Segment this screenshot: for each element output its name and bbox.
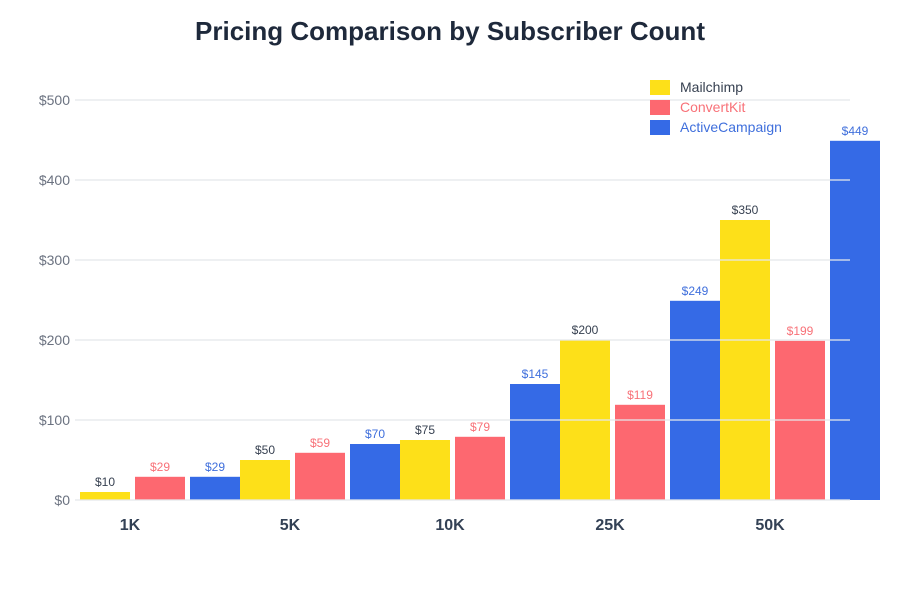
value-labels: $10 $29 $29 $50 $59 $70 $75 $79 $145 $200 $119 $249… — [95, 124, 869, 489]
bars — [80, 140, 880, 501]
legend-item-convertkit[interactable]: ConvertKit — [650, 99, 745, 115]
bar-mailchimp-50k[interactable] — [720, 220, 770, 500]
legend-swatch — [650, 120, 670, 135]
y-tick-label: $100 — [39, 412, 70, 428]
x-tick-label-10k: 10K — [435, 517, 465, 534]
x-tick-label-50k: 50K — [755, 517, 785, 534]
x-tick-label-25k: 25K — [595, 517, 625, 534]
y-tick-label: $0 — [54, 492, 70, 508]
legend-item-activecampaign[interactable]: ActiveCampaign — [650, 119, 782, 135]
value-label-activecampaign-50k: $449 — [842, 124, 869, 138]
value-label-activecampaign-1k: $29 — [205, 460, 225, 474]
legend[interactable]: Mailchimp ConvertKit ActiveCampaign — [650, 79, 782, 135]
bar-activecampaign-1k[interactable] — [190, 476, 240, 500]
value-label-mailchimp-5k: $50 — [255, 443, 275, 457]
value-label-mailchimp-50k: $350 — [732, 203, 759, 217]
y-axis: $0 $100 $200 $300 $400 $500 — [39, 92, 70, 508]
value-label-mailchimp-10k: $75 — [415, 423, 435, 437]
y-tick-label: $400 — [39, 172, 70, 188]
value-label-activecampaign-5k: $70 — [365, 427, 385, 441]
x-axis: 1K 5K 10K 25K 50K — [120, 517, 785, 534]
gridlines — [75, 99, 850, 501]
x-tick-label-1k: 1K — [120, 517, 141, 534]
bar-activecampaign-10k[interactable] — [510, 384, 560, 500]
x-tick-label-5k: 5K — [280, 517, 301, 534]
bar-convertkit-1k[interactable] — [135, 476, 185, 500]
bar-mailchimp-1k[interactable] — [80, 492, 130, 500]
bar-activecampaign-25k[interactable] — [670, 300, 720, 500]
legend-swatch — [650, 80, 670, 95]
value-label-convertkit-10k: $79 — [470, 420, 490, 434]
value-label-activecampaign-25k: $249 — [682, 284, 709, 298]
legend-item-mailchimp[interactable]: Mailchimp — [650, 79, 743, 95]
value-label-convertkit-50k: $199 — [787, 324, 814, 338]
bar-activecampaign-5k[interactable] — [350, 444, 400, 500]
y-tick-label: $200 — [39, 332, 70, 348]
value-label-convertkit-5k: $59 — [310, 436, 330, 450]
bar-activecampaign-50k[interactable] — [830, 140, 880, 501]
bar-mailchimp-5k[interactable] — [240, 460, 290, 500]
legend-label: ActiveCampaign — [680, 119, 782, 135]
legend-label: ConvertKit — [680, 99, 745, 115]
bar-convertkit-25k[interactable] — [615, 404, 665, 500]
legend-label: Mailchimp — [680, 79, 743, 95]
value-label-activecampaign-10k: $145 — [522, 367, 549, 381]
y-tick-label: $500 — [39, 92, 70, 108]
chart-title: Pricing Comparison by Subscriber Count — [195, 16, 705, 46]
bar-mailchimp-10k[interactable] — [400, 440, 450, 500]
bar-convertkit-5k[interactable] — [295, 452, 345, 500]
value-label-convertkit-1k: $29 — [150, 460, 170, 474]
value-label-mailchimp-25k: $200 — [572, 323, 599, 337]
bar-convertkit-10k[interactable] — [455, 436, 505, 500]
value-label-mailchimp-1k: $10 — [95, 475, 115, 489]
legend-swatch — [650, 100, 670, 115]
value-label-convertkit-25k: $119 — [627, 388, 653, 402]
y-tick-label: $300 — [39, 252, 70, 268]
